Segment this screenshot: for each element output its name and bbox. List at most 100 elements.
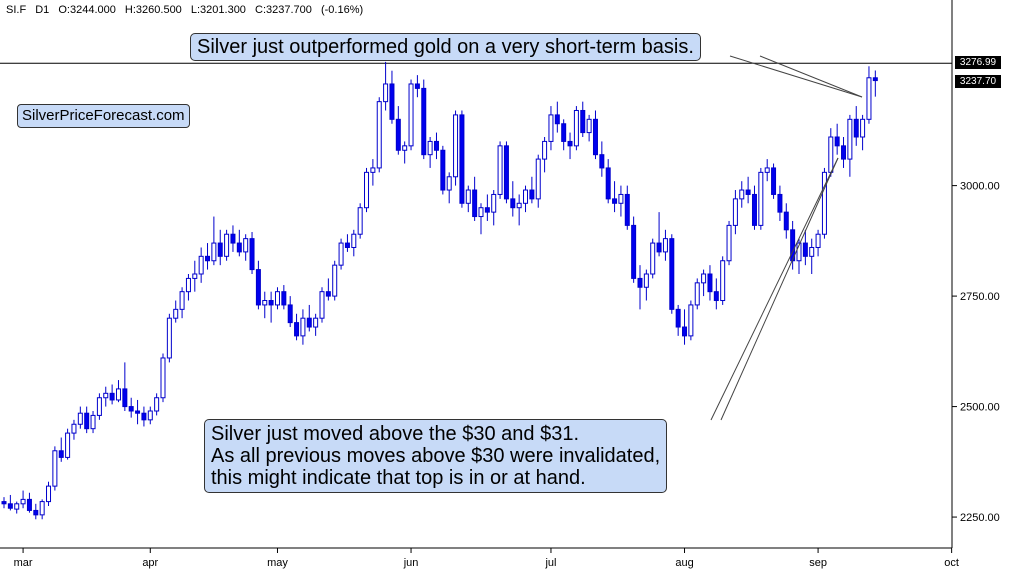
candle [14, 501, 20, 514]
candle [313, 313, 319, 336]
candle-body-down [395, 118, 401, 151]
candle [834, 123, 840, 155]
candle [491, 190, 497, 226]
candle [542, 137, 548, 173]
candle-body-down [841, 145, 847, 160]
candle [497, 141, 503, 199]
candle [287, 296, 293, 328]
candle-body-up [313, 317, 319, 328]
candle [427, 137, 433, 168]
candle-body-down [713, 291, 719, 302]
x-tick-label: mar [14, 557, 33, 569]
candle [465, 185, 471, 213]
candle [141, 406, 147, 427]
candle-body-down [834, 136, 840, 147]
candle-body-down [389, 83, 395, 120]
candle [135, 399, 141, 425]
candle [459, 110, 465, 208]
candle [128, 397, 134, 418]
candle-body-down [205, 255, 211, 262]
candle [732, 190, 738, 235]
candle [185, 274, 191, 301]
candle-body-up [46, 485, 52, 503]
candle [650, 238, 656, 279]
candle [160, 353, 166, 403]
callout-bottom: Silver just moved above the $30 and $31.… [204, 419, 668, 493]
x-tick-label: may [267, 557, 288, 569]
candle [230, 225, 236, 252]
candle-body-up [300, 317, 306, 337]
candle [618, 185, 624, 217]
candle-body-down [669, 238, 675, 310]
callout-bottom-line-3: this might indicate that top is in or at… [211, 467, 586, 489]
candle [535, 154, 541, 208]
candle-body-up [821, 171, 827, 235]
candle-body-down [230, 233, 236, 244]
candle [370, 159, 376, 186]
candle [853, 106, 859, 146]
candle-body-down [58, 450, 64, 458]
candle [529, 176, 535, 204]
callout-top: Silver just outperformed gold on a very … [190, 33, 701, 61]
candle-body-down [592, 118, 598, 156]
candle [510, 181, 516, 217]
candle-body-up [198, 255, 204, 275]
candle [446, 172, 452, 204]
candle [586, 114, 592, 142]
candle [65, 428, 71, 460]
callout-bottom-line-1: Silver just moved above the $30 and $31. [211, 423, 580, 445]
candle-body-up [52, 450, 58, 487]
candle-body-down [414, 83, 420, 89]
candle [84, 406, 90, 434]
candle [739, 181, 745, 208]
candle [605, 159, 611, 204]
candle [300, 309, 306, 345]
candle-body-up [160, 357, 166, 399]
y-tick-label: 2500.00 [960, 402, 1000, 414]
candle [841, 137, 847, 168]
candle-body-up [643, 273, 649, 288]
candle [243, 234, 249, 261]
candle-body-down [421, 87, 427, 156]
candle-body-up [357, 207, 363, 235]
candle-body-up [14, 503, 20, 510]
candle [567, 132, 573, 160]
candle [764, 159, 770, 182]
candle [154, 393, 160, 416]
x-axis-ticks: mar apr may jun jul aug sep oct [14, 548, 959, 569]
callout-bottom-line-2: As all previous moves above $30 were inv… [211, 445, 661, 467]
candle-body-down [751, 193, 757, 226]
candle [433, 132, 439, 160]
candle-body-up [402, 145, 408, 151]
candle-body-down [510, 198, 516, 209]
candle [173, 300, 179, 323]
candle-body-up [446, 176, 452, 191]
candle [599, 141, 605, 177]
x-tick-label: sep [809, 557, 827, 569]
candle [281, 285, 287, 310]
chart-header: SI.F D1 O:3244.000 H:3260.500 L:3201.300… [6, 4, 369, 16]
candle-body-down [459, 114, 465, 204]
candle-body-down [236, 242, 242, 253]
candle-body-up [726, 224, 732, 262]
candle [351, 229, 357, 257]
candle [20, 490, 26, 509]
candle [402, 141, 408, 164]
candle-body-down [255, 269, 261, 306]
candle [147, 406, 153, 425]
candle [33, 503, 39, 520]
candle [554, 101, 560, 133]
candle-body-down [777, 193, 783, 213]
high-value: H:3260.500 [124, 4, 182, 16]
candle-body-up [39, 501, 45, 516]
candle [338, 238, 344, 270]
candle-body-down [624, 193, 630, 226]
candle-body-down [141, 412, 147, 421]
candle-body-down [802, 242, 808, 257]
candle [580, 101, 586, 137]
candle [720, 256, 726, 305]
candle-body-up [491, 193, 497, 213]
candle-body-up [796, 242, 802, 262]
candle [262, 291, 268, 319]
candle-body-up [815, 233, 821, 248]
